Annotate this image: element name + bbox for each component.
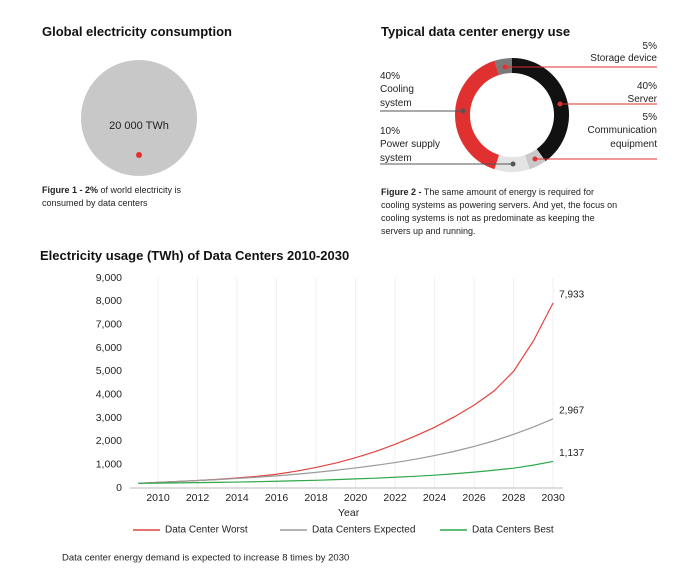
x-tick-label: 2016 xyxy=(265,492,289,504)
segment-name: Communication equipment xyxy=(587,125,657,150)
segment-name: Power supply system xyxy=(380,139,441,164)
note: Data center energy demand is expected to… xyxy=(62,553,349,564)
x-tick-label: 2030 xyxy=(541,492,565,504)
y-tick-label: 9,000 xyxy=(96,272,122,284)
y-tick-label: 5,000 xyxy=(96,365,122,377)
x-tick-label: 2014 xyxy=(225,492,249,504)
x-tick-label: 2018 xyxy=(304,492,328,504)
segment-name: Server xyxy=(627,94,657,105)
segment-name: Cooling system xyxy=(380,84,414,109)
caption: Figure 2 - The same amount of energy is … xyxy=(381,186,621,238)
y-tick-label: 6,000 xyxy=(96,342,122,354)
end-label: 2,967 xyxy=(559,405,584,416)
end-label: 7,933 xyxy=(559,290,584,301)
caption-bold: Figure 1 - 2% xyxy=(42,185,99,195)
leader-dot xyxy=(557,101,563,107)
legend-label: Data Centers Best xyxy=(472,525,554,536)
x-axis-label: Year xyxy=(338,507,360,519)
x-tick-label: 2020 xyxy=(344,492,368,504)
donut-segment xyxy=(455,60,500,170)
y-tick-label: 4,000 xyxy=(96,388,122,400)
segment-value: 40% xyxy=(380,71,401,82)
legend-label: Data Center Worst xyxy=(165,525,248,536)
leader-dot xyxy=(502,64,508,70)
segment-value: 40% xyxy=(636,81,657,92)
total-circle xyxy=(81,60,197,176)
caption-bold: Figure 2 - xyxy=(381,187,422,197)
x-tick-label: 2028 xyxy=(502,492,526,504)
segment-value: 5% xyxy=(642,41,657,52)
y-tick-label: 2,000 xyxy=(96,435,122,447)
series-line xyxy=(138,460,554,484)
chart-title: Electricity usage (TWh) of Data Centers … xyxy=(40,248,350,263)
caption-text: of world electricity is consumed by data… xyxy=(42,185,182,208)
segment-name: Storage device xyxy=(590,53,657,64)
leader-dot xyxy=(510,161,516,167)
y-tick-label: 8,000 xyxy=(96,295,122,307)
chart-title: Typical data center energy use xyxy=(381,24,571,39)
x-tick-label: 2024 xyxy=(423,492,447,504)
donut-segment xyxy=(511,58,569,162)
x-tick-label: 2012 xyxy=(186,492,210,504)
y-tick-label: 7,000 xyxy=(96,318,122,330)
leader-dot xyxy=(532,156,538,162)
value-label: 20 000 TWh xyxy=(109,120,169,132)
segment-value: 10% xyxy=(380,126,401,137)
share-dot xyxy=(136,152,142,158)
x-tick-label: 2022 xyxy=(383,492,407,504)
series-line xyxy=(138,418,554,484)
y-tick-label: 0 xyxy=(116,482,122,494)
end-label: 1,137 xyxy=(559,448,584,459)
chart-title: Global electricity consumption xyxy=(42,24,232,39)
y-tick-label: 3,000 xyxy=(96,412,122,424)
legend-label: Data Centers Expected xyxy=(312,525,415,536)
segment-value: 5% xyxy=(642,112,657,123)
x-tick-label: 2010 xyxy=(146,492,170,504)
caption: Figure 1 - 2% of world electricity is co… xyxy=(42,184,212,210)
x-tick-label: 2026 xyxy=(462,492,486,504)
y-tick-label: 1,000 xyxy=(96,458,122,470)
leader-dot xyxy=(460,108,466,114)
series-line xyxy=(138,302,554,484)
caption-text: The same amount of energy is required fo… xyxy=(381,187,618,236)
